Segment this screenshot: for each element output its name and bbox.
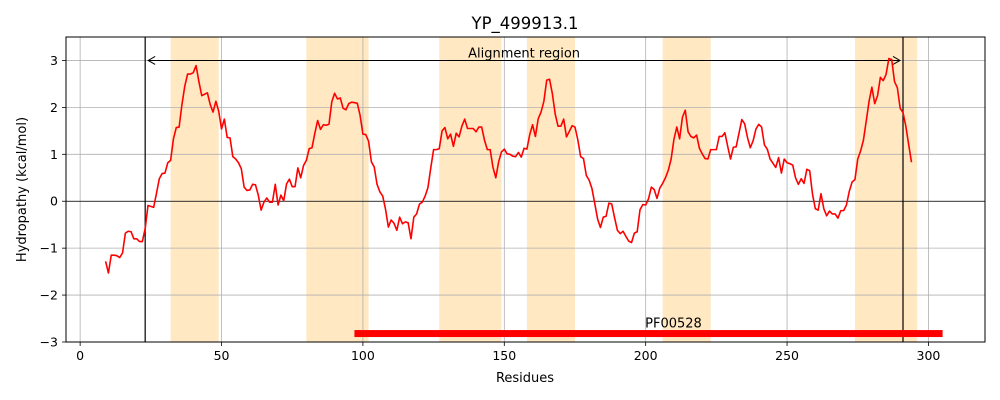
x-tick-label: 50 (214, 348, 230, 363)
x-tick-label: 300 (917, 348, 941, 363)
x-tick-label: 150 (492, 348, 516, 363)
axes-frame (65, 36, 986, 343)
shaded-region (662, 37, 711, 342)
domain-label: PF00528 (645, 317, 702, 332)
y-tick-label: −3 (40, 335, 58, 350)
x-tick-label: 200 (634, 348, 658, 363)
x-tick-label: 100 (351, 348, 375, 363)
x-axis-label: Residues (496, 371, 554, 386)
shaded-region (306, 37, 369, 342)
y-tick-label: 3 (50, 53, 58, 68)
domain-bar (354, 330, 943, 338)
y-tick-label: 2 (50, 100, 58, 115)
chart-title: YP_499913.1 (470, 14, 578, 34)
y-tick-label: 0 (50, 194, 58, 209)
shaded-region (854, 37, 918, 342)
shaded-region (439, 37, 502, 342)
y-tick-label: 1 (50, 147, 58, 162)
x-tick-label: 250 (775, 348, 799, 363)
alignment-arrow-left-head (147, 56, 156, 65)
y-tick-label: −2 (40, 288, 58, 303)
alignment-arrow-right-head (892, 56, 902, 65)
hydropathy-series-line (104, 57, 913, 274)
alignment-region-label: Alignment region (468, 46, 580, 61)
x-tick-label: 0 (76, 348, 84, 363)
y-tick-label: −1 (40, 241, 58, 256)
shaded-region (170, 37, 219, 342)
y-axis-label: Hydropathy (kcal/mol) (15, 117, 30, 262)
